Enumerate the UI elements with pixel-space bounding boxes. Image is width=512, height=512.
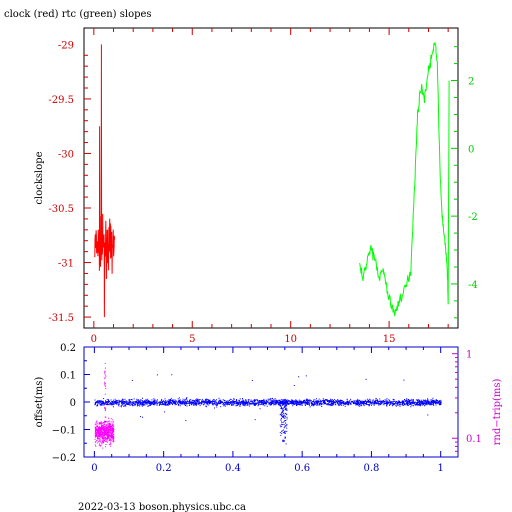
top-left-tick-label: -31 [58, 259, 74, 270]
top-x-tick-label: 15 [383, 334, 396, 345]
bottom-left-tick-label: 0 [70, 398, 76, 409]
chart-title: clock (red) rtc (green) slopes [4, 9, 152, 20]
roundtrip-series-points [94, 362, 115, 449]
top-left-tick-label: -31.5 [48, 313, 74, 324]
top-x-tick-label: 10 [284, 334, 297, 345]
bottom-left-tick-label: −0.1 [52, 426, 76, 437]
footer-label: 2022-03-13 boson.physics.ubc.ca [78, 502, 246, 512]
bottom-axes: 0 0.2 0.4 0.6 0.8 1 0.2 0.1 0 −0.1 −0.2 1 0.1 [52, 343, 482, 474]
top-left-tick-label: -29.5 [48, 95, 74, 106]
bottom-x-tick-label: 0.8 [363, 463, 379, 474]
top-left-tick-label: -30.5 [48, 204, 74, 215]
bottom-panel: 0 0.2 0.4 0.6 0.8 1 0.2 0.1 0 −0.1 −0.2 1 0.1 offset… [34, 343, 503, 474]
bottom-left-axis-label: offset(ms) [34, 377, 45, 428]
top-right-tick-label: 2 [468, 77, 474, 88]
top-left-tick-label: -30 [58, 149, 74, 160]
bottom-x-tick-label: 0.6 [294, 463, 310, 474]
top-series [94, 41, 450, 318]
top-y-axis-label: clockslope [34, 151, 45, 204]
bottom-right-tick-label: 0.1 [466, 434, 482, 445]
bottom-right-axis-label: rnd−trip(ms) [492, 378, 503, 445]
bottom-right-tick-label: 1 [466, 350, 472, 361]
bottom-x-tick-label: 0.4 [225, 463, 241, 474]
top-panel: 0 5 10 15 -29 -29.5 -30 -30.5 -31 -31.5 2 0 -2 -4 clo… [34, 27, 478, 345]
top-x-tick-label: 0 [91, 334, 97, 345]
bottom-x-tick-label: 0.2 [156, 463, 172, 474]
top-axes: 0 5 10 15 -29 -29.5 -30 -30.5 -31 -31.5 2 0 -2 -4 [48, 28, 478, 345]
top-right-tick-label: -2 [468, 212, 478, 223]
bottom-left-tick-label: 0.2 [60, 343, 76, 354]
bottom-series [94, 362, 442, 449]
top-right-tick-label: 0 [468, 144, 474, 155]
bottom-x-tick-label: 0 [91, 463, 97, 474]
bottom-left-tick-label: −0.2 [52, 453, 76, 464]
top-left-tick-label: -29 [58, 40, 74, 51]
clock-series-line [94, 44, 115, 318]
top-right-tick-label: -4 [468, 280, 478, 291]
top-x-tick-label: 5 [189, 334, 195, 345]
bottom-x-tick-label: 1 [437, 463, 443, 474]
rtc-series-line [359, 41, 450, 317]
bottom-left-tick-label: 0.1 [60, 371, 76, 382]
